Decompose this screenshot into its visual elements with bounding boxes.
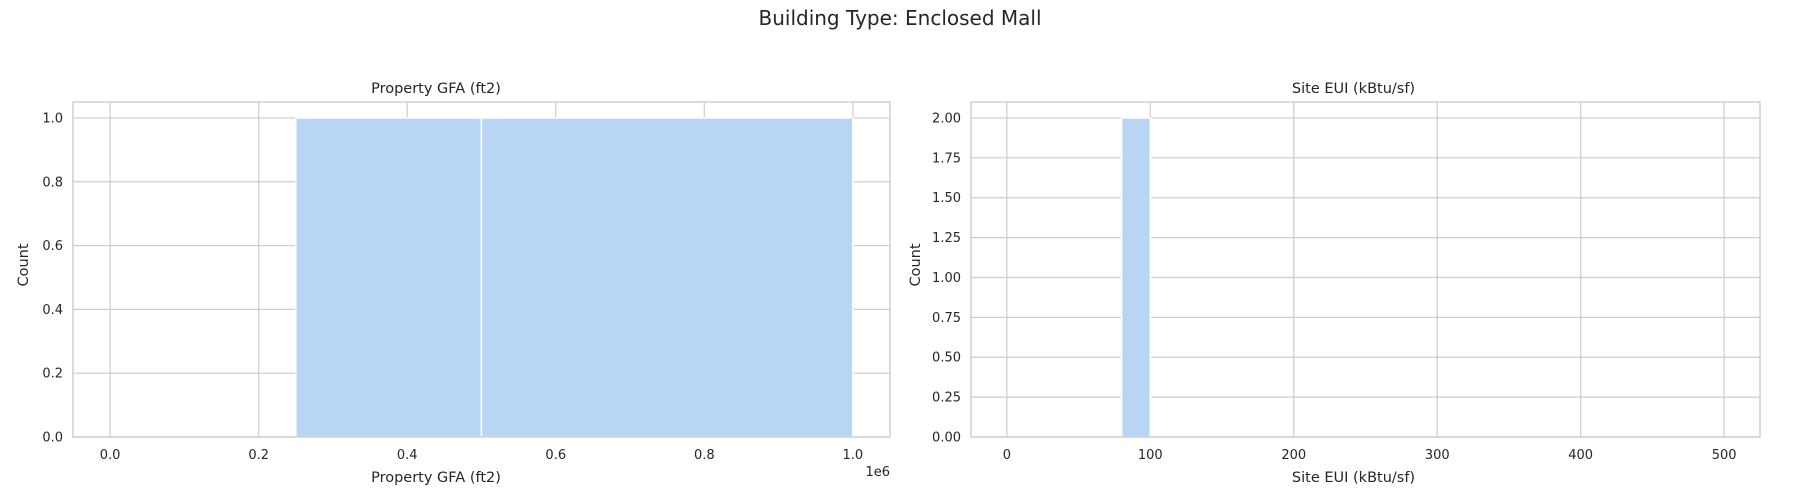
y-tick-label: 0.4 (42, 303, 63, 318)
y-tick-label: 0.00 (932, 431, 961, 446)
x-axis-label: Property GFA (ft2) (371, 470, 501, 486)
y-tick-label: 0.0 (42, 431, 63, 446)
y-tick-label: 0.2 (42, 367, 63, 382)
y-tick-label: 1.25 (932, 231, 961, 246)
x-tick-label: 0.8 (694, 448, 715, 463)
x-tick-label: 0.2 (248, 448, 269, 463)
chart-title: Property GFA (ft2) (371, 81, 501, 97)
histogram-bar (480, 117, 854, 438)
y-tick-label: 2.00 (932, 111, 961, 126)
histogram-bars (295, 117, 854, 438)
figure-suptitle: Building Type: Enclosed Mall (758, 6, 1041, 30)
y-tick-label: 1.00 (932, 271, 961, 286)
x-tick-label: 300 (1425, 448, 1450, 463)
x-tick-label: 0.4 (397, 448, 418, 463)
x-tick-label: 0.6 (545, 448, 566, 463)
histogram-bar (1120, 117, 1152, 438)
chart-title: Site EUI (kBtu/sf) (1292, 81, 1415, 97)
histogram-bar (295, 117, 483, 438)
y-tick-label: 1.50 (932, 191, 961, 206)
x-tick-label: 200 (1281, 448, 1306, 463)
y-axis-label: Count (908, 243, 924, 286)
y-axis-label: Count (16, 243, 32, 286)
y-tick-label: 0.25 (932, 391, 961, 406)
x-axis-offset-label: 1e6 (865, 465, 890, 480)
grid (971, 102, 1760, 438)
histogram-bars (1120, 117, 1152, 438)
axes-frame (72, 101, 891, 438)
x-tick-label: 400 (1568, 448, 1593, 463)
x-tick-label: 500 (1712, 448, 1737, 463)
chart-panel-property-gfa: Property GFA (ft2) Property GFA (ft2) Co… (16, 81, 891, 486)
x-axis-label: Site EUI (kBtu/sf) (1292, 470, 1415, 486)
y-tick-label: 0.6 (42, 239, 63, 254)
x-tick-label: 100 (1138, 448, 1163, 463)
chart-panel-site-eui: Site EUI (kBtu/sf) Site EUI (kBtu/sf) Co… (908, 81, 1761, 486)
x-tick-label: 0.0 (100, 448, 121, 463)
y-tick-label: 0.75 (932, 311, 961, 326)
y-tick-label: 1.75 (932, 151, 961, 166)
y-tick-label: 0.8 (42, 175, 63, 190)
y-tick-label: 1.0 (42, 111, 63, 126)
x-tick-label: 0 (1003, 448, 1011, 463)
y-tick-label: 0.50 (932, 351, 961, 366)
axes-frame (970, 101, 1761, 438)
x-tick-label: 1.0 (843, 448, 864, 463)
